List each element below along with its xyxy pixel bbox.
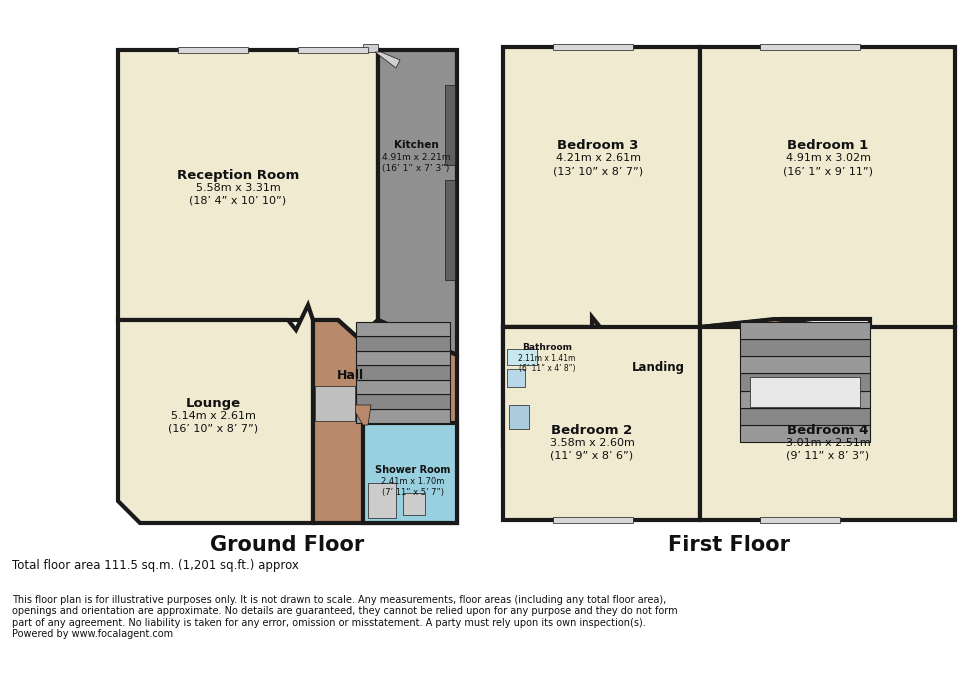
Bar — [298, 47, 368, 53]
Text: 3.58m x 2.60m: 3.58m x 2.60m — [550, 438, 634, 448]
Text: Bedroom 4: Bedroom 4 — [787, 423, 868, 436]
Bar — [356, 365, 450, 379]
Bar — [740, 322, 870, 339]
Bar — [740, 390, 870, 408]
Bar — [740, 408, 870, 425]
Polygon shape — [700, 47, 955, 332]
Bar — [178, 47, 248, 53]
Bar — [553, 44, 633, 50]
Text: 4.91m x 2.21m: 4.91m x 2.21m — [382, 153, 450, 162]
Polygon shape — [118, 305, 313, 523]
Polygon shape — [503, 327, 592, 455]
Text: First Floor: First Floor — [668, 535, 790, 555]
Polygon shape — [503, 327, 700, 520]
Text: (11’ 9” x 8’ 6”): (11’ 9” x 8’ 6”) — [551, 451, 633, 461]
Polygon shape — [378, 50, 457, 355]
Bar — [740, 425, 870, 442]
Text: (13’ 10” x 8’ 7”): (13’ 10” x 8’ 7”) — [553, 166, 643, 176]
Text: (6’ 11” x 4’ 8”): (6’ 11” x 4’ 8”) — [518, 364, 575, 373]
Text: (18’ 4” x 10’ 10”): (18’ 4” x 10’ 10”) — [189, 195, 286, 205]
Polygon shape — [592, 317, 870, 477]
Text: Ground Floor: Ground Floor — [210, 535, 365, 555]
Text: (16’ 1” x 9’ 11”): (16’ 1” x 9’ 11”) — [783, 166, 873, 176]
Bar — [356, 379, 450, 394]
Polygon shape — [700, 327, 955, 520]
Bar — [368, 483, 396, 518]
Bar — [315, 386, 355, 421]
Bar — [363, 44, 378, 52]
Bar — [445, 85, 455, 165]
Text: (16’ 10” x 8’ 7”): (16’ 10” x 8’ 7”) — [168, 423, 258, 433]
Bar — [356, 322, 450, 336]
Polygon shape — [313, 320, 457, 523]
Polygon shape — [375, 52, 400, 68]
Bar — [356, 394, 450, 408]
Text: 4.91m x 3.02m: 4.91m x 3.02m — [786, 153, 870, 163]
Bar — [740, 373, 870, 390]
Bar — [553, 517, 633, 523]
Text: Reception Room: Reception Room — [176, 169, 299, 182]
Bar — [760, 44, 860, 50]
Text: 5.14m x 2.61m: 5.14m x 2.61m — [171, 411, 256, 421]
Bar — [403, 493, 425, 515]
Text: This floor plan is for illustrative purposes only. It is not drawn to scale. Any: This floor plan is for illustrative purp… — [12, 595, 677, 639]
Bar — [356, 351, 450, 365]
Bar — [760, 517, 840, 523]
Polygon shape — [351, 405, 371, 425]
Bar — [750, 377, 860, 407]
Text: 4.21m x 2.61m: 4.21m x 2.61m — [556, 153, 641, 163]
Bar — [507, 369, 525, 387]
Text: (9’ 11” x 8’ 3”): (9’ 11” x 8’ 3”) — [786, 451, 869, 461]
Text: Bedroom 1: Bedroom 1 — [787, 138, 868, 151]
Text: Bedroom 3: Bedroom 3 — [558, 138, 639, 151]
Text: 2.41m x 1.70m: 2.41m x 1.70m — [381, 477, 445, 486]
Text: Bedroom 2: Bedroom 2 — [552, 423, 633, 436]
Text: (16’ 1” x 7’ 3”): (16’ 1” x 7’ 3”) — [382, 164, 450, 173]
Text: 2.11m x 1.41m: 2.11m x 1.41m — [518, 353, 575, 362]
Text: Bathroom: Bathroom — [522, 342, 572, 351]
Bar — [740, 356, 870, 373]
Polygon shape — [363, 423, 457, 523]
Bar — [740, 339, 870, 356]
Text: Landing: Landing — [631, 360, 684, 373]
Text: (7’ 11” x 5’ 7”): (7’ 11” x 5’ 7”) — [382, 488, 444, 497]
Polygon shape — [503, 47, 700, 342]
Text: Shower Room: Shower Room — [375, 465, 451, 475]
Bar — [356, 336, 450, 351]
Polygon shape — [118, 50, 378, 338]
Text: 3.01m x 2.51m: 3.01m x 2.51m — [786, 438, 870, 448]
Text: 5.58m x 3.31m: 5.58m x 3.31m — [196, 183, 280, 193]
Bar — [445, 180, 455, 280]
Text: Hall: Hall — [336, 369, 364, 382]
Text: Kitchen: Kitchen — [394, 140, 438, 150]
Bar — [507, 349, 537, 365]
Text: Lounge: Lounge — [185, 397, 240, 410]
Text: Total floor area 111.5 sq.m. (1,201 sq.ft.) approx: Total floor area 111.5 sq.m. (1,201 sq.f… — [12, 558, 299, 571]
Bar — [356, 408, 450, 423]
Bar — [509, 405, 529, 429]
